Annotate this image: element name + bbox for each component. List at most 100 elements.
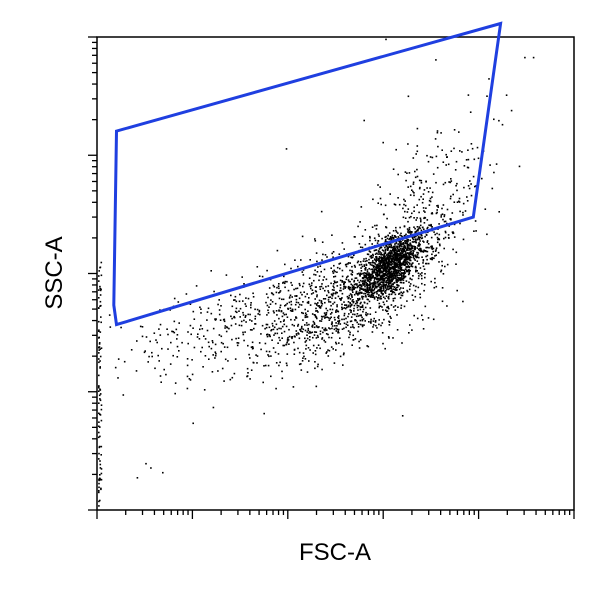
data-point (409, 239, 411, 242)
data-point (363, 276, 365, 279)
data-point (372, 266, 375, 269)
data-point (100, 316, 102, 318)
data-point (192, 422, 194, 425)
data-point (281, 298, 283, 301)
data-point (381, 237, 383, 240)
data-point (378, 274, 381, 276)
data-point (437, 238, 439, 241)
data-point (171, 330, 173, 333)
data-point (408, 245, 410, 247)
data-point (418, 211, 420, 214)
data-point (376, 299, 379, 301)
data-point (351, 265, 353, 268)
data-point (271, 292, 274, 295)
data-point (336, 325, 338, 327)
data-point (271, 339, 273, 341)
data-point (382, 342, 384, 345)
data-point (375, 273, 377, 276)
data-point (428, 246, 430, 249)
data-point (273, 326, 276, 329)
data-point (244, 316, 247, 318)
data-point (406, 211, 409, 213)
data-point (321, 368, 323, 371)
data-point (370, 320, 372, 323)
data-point (384, 255, 386, 257)
data-point (371, 331, 374, 333)
data-point (260, 348, 262, 351)
data-point (313, 323, 316, 325)
gate-polygon[interactable] (112, 21, 503, 327)
data-point (321, 327, 324, 329)
data-point (301, 271, 304, 273)
data-point (363, 265, 366, 267)
data-point (378, 283, 380, 285)
data-point (350, 316, 353, 318)
data-point (388, 276, 391, 279)
data-point (258, 342, 261, 344)
data-point (99, 300, 102, 303)
data-point (421, 272, 423, 274)
data-point (326, 309, 329, 312)
data-point (341, 343, 343, 346)
data-point (361, 319, 364, 321)
data-point (98, 412, 100, 415)
data-point (251, 341, 254, 344)
data-point (394, 268, 397, 271)
data-point (375, 268, 377, 271)
data-point (215, 352, 217, 355)
data-point (408, 272, 411, 275)
data-point (99, 399, 102, 402)
data-point (360, 285, 363, 288)
data-point (410, 244, 413, 247)
data-point (316, 260, 318, 263)
data-point (214, 357, 216, 359)
data-point (324, 298, 327, 300)
data-point (377, 263, 379, 266)
data-point (322, 331, 324, 334)
data-point (447, 163, 450, 166)
data-point (350, 305, 352, 307)
data-point (316, 304, 318, 306)
data-point (434, 233, 436, 236)
data-point (452, 193, 454, 196)
data-point (328, 336, 330, 339)
data-point (420, 249, 423, 252)
data-point (261, 324, 264, 327)
data-point (376, 259, 378, 261)
data-point (467, 149, 469, 151)
data-point (382, 293, 384, 295)
data-point (425, 250, 427, 253)
data-point (383, 274, 386, 277)
data-point (374, 249, 377, 251)
data-point (98, 489, 100, 492)
data-point (264, 342, 267, 345)
data-point (284, 286, 286, 289)
data-point (275, 291, 278, 294)
data-point (390, 290, 392, 292)
data-point (408, 266, 410, 268)
data-point (434, 138, 437, 140)
data-point (371, 261, 373, 264)
data-point (395, 256, 398, 259)
data-point (380, 292, 383, 294)
data-point (401, 415, 404, 417)
data-point (441, 149, 443, 151)
data-point (406, 262, 408, 264)
data-point (234, 323, 237, 325)
data-point (357, 285, 360, 287)
data-point (327, 296, 330, 299)
data-point (214, 354, 217, 357)
data-point (330, 336, 333, 339)
data-point (361, 298, 364, 300)
data-point (286, 364, 288, 367)
data-point (208, 345, 210, 348)
data-point (236, 342, 239, 344)
data-point (384, 252, 386, 255)
data-point (384, 347, 386, 350)
data-point (221, 367, 224, 370)
data-point (275, 362, 278, 364)
data-point (275, 310, 278, 312)
data-point (247, 372, 249, 374)
data-point (410, 264, 413, 266)
data-point (392, 270, 395, 273)
